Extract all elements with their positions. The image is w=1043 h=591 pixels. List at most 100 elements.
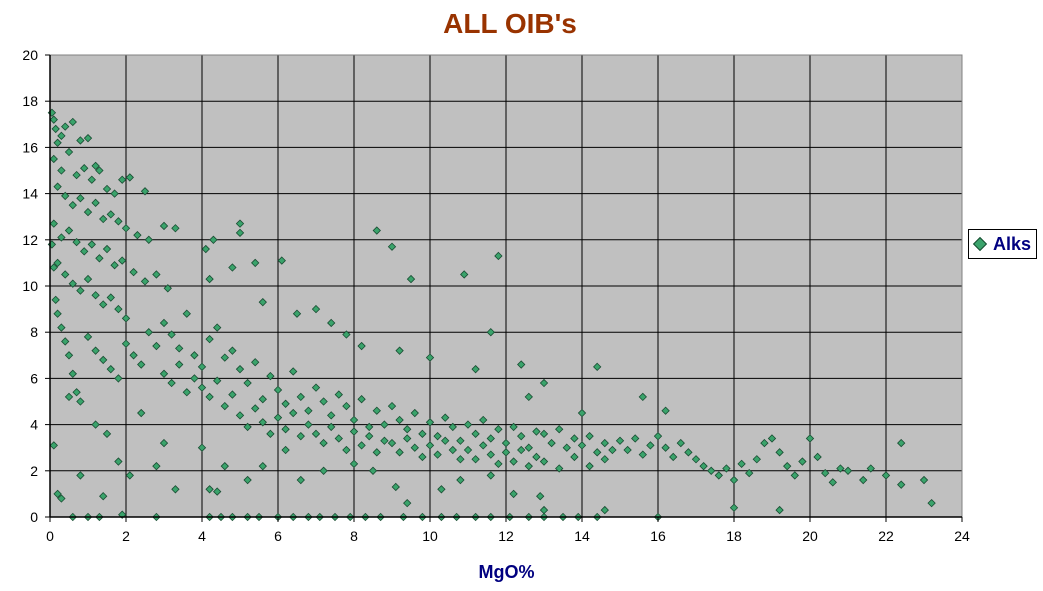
x-tick-label: 0 — [46, 528, 54, 544]
data-point — [144, 328, 153, 337]
data-point — [53, 182, 62, 191]
data-point — [190, 374, 199, 383]
data-point — [509, 422, 518, 432]
data-point — [144, 235, 153, 244]
data-point — [281, 445, 290, 455]
data-point — [152, 270, 161, 279]
data-point — [91, 291, 100, 300]
data-point — [403, 498, 412, 508]
data-point — [205, 334, 214, 344]
data-point — [714, 471, 723, 480]
data-point — [593, 362, 602, 372]
data-point — [209, 235, 218, 244]
data-point — [137, 408, 146, 418]
data-point — [201, 244, 210, 254]
data-point — [406, 274, 416, 284]
y-tick-label: 6 — [30, 370, 38, 386]
data-point — [121, 314, 131, 323]
data-point — [479, 415, 488, 425]
data-point — [342, 330, 351, 339]
data-point — [524, 392, 533, 402]
data-point — [536, 492, 545, 501]
data-point — [125, 471, 134, 480]
data-point — [167, 378, 176, 388]
data-point — [418, 429, 427, 439]
data-point — [752, 455, 761, 464]
data-point — [456, 475, 465, 485]
data-point — [64, 351, 74, 360]
x-tick-label: 18 — [726, 528, 742, 544]
data-point — [296, 392, 305, 402]
data-point — [539, 429, 549, 439]
data-point — [251, 258, 260, 268]
data-point — [53, 309, 62, 318]
y-tick-label: 20 — [22, 47, 38, 63]
axes — [45, 54, 963, 522]
data-point — [600, 438, 609, 448]
data-point — [125, 173, 134, 182]
data-point — [220, 401, 229, 411]
data-point — [102, 244, 112, 254]
data-point — [460, 270, 469, 279]
data-point — [471, 429, 480, 439]
y-tick-label: 10 — [22, 278, 38, 294]
data-point — [585, 462, 594, 471]
data-point — [49, 263, 58, 272]
data-point — [190, 351, 199, 360]
data-point — [760, 438, 769, 448]
data-point — [213, 323, 222, 332]
data-point — [653, 431, 663, 441]
data-point — [76, 397, 85, 406]
data-point — [228, 346, 237, 355]
data-point — [570, 434, 579, 443]
data-point — [319, 466, 328, 475]
data-point — [372, 406, 381, 415]
data-point — [395, 346, 404, 355]
data-point — [213, 376, 222, 385]
data-point — [532, 452, 541, 462]
data-point — [95, 166, 104, 175]
data-point — [277, 256, 286, 265]
data-point — [228, 263, 237, 272]
data-point — [372, 226, 381, 235]
data-point — [68, 369, 77, 378]
data-point — [235, 411, 245, 420]
data-point — [258, 462, 267, 471]
data-point — [72, 237, 81, 247]
data-point — [99, 355, 108, 365]
data-point — [114, 457, 123, 466]
data-point — [76, 194, 85, 203]
data-point — [102, 429, 112, 439]
data-point — [327, 422, 336, 432]
data-point — [251, 404, 260, 413]
data-point — [220, 462, 229, 471]
data-point — [197, 362, 207, 372]
data-point — [334, 434, 343, 443]
data-point — [121, 224, 131, 233]
data-point — [159, 369, 169, 378]
data-point — [220, 353, 229, 362]
data-point — [53, 489, 62, 499]
data-point — [243, 378, 252, 388]
data-point — [205, 392, 214, 402]
data-point — [494, 251, 503, 261]
data-point — [319, 397, 328, 406]
data-point — [509, 457, 518, 466]
data-point — [349, 459, 359, 469]
data-point — [57, 494, 66, 503]
data-point — [745, 468, 754, 478]
data-point — [577, 408, 587, 418]
data-point — [99, 214, 108, 224]
data-point — [395, 415, 404, 425]
data-point — [304, 420, 313, 429]
data-point — [114, 374, 123, 383]
data-point — [866, 464, 875, 473]
data-point — [80, 164, 89, 173]
legend-marker-icon — [972, 236, 988, 252]
data-point — [121, 339, 131, 348]
data-point — [699, 462, 708, 471]
data-point — [722, 464, 731, 473]
data-point — [76, 471, 85, 480]
data-point — [684, 448, 693, 457]
data-point — [539, 457, 549, 466]
